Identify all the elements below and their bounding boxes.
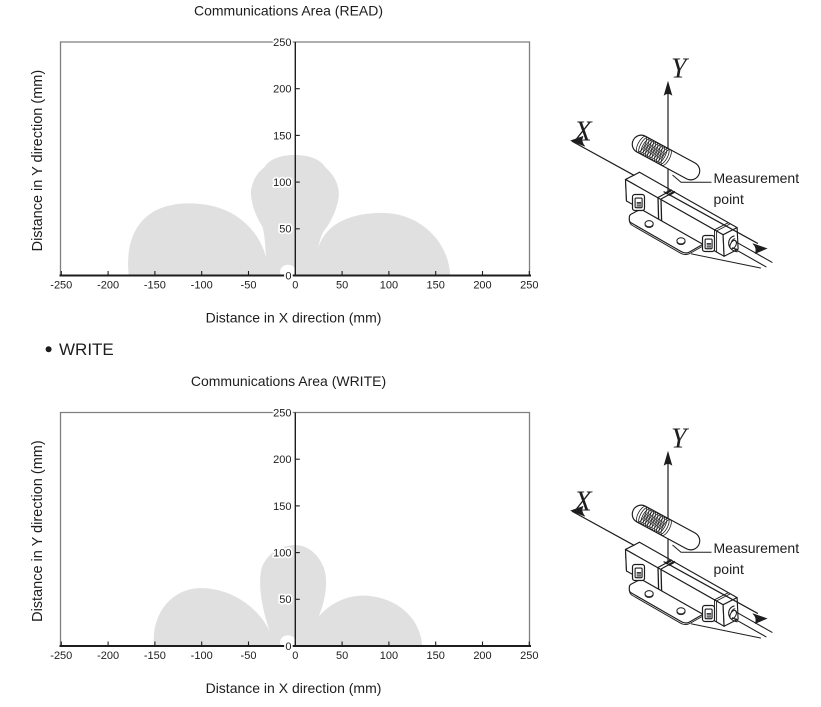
svg-text:Communications Area (READ): Communications Area (READ)	[194, 2, 383, 18]
svg-text:WRITE: WRITE	[59, 340, 114, 359]
svg-text:Communications Area (WRITE): Communications Area (WRITE)	[191, 373, 386, 389]
